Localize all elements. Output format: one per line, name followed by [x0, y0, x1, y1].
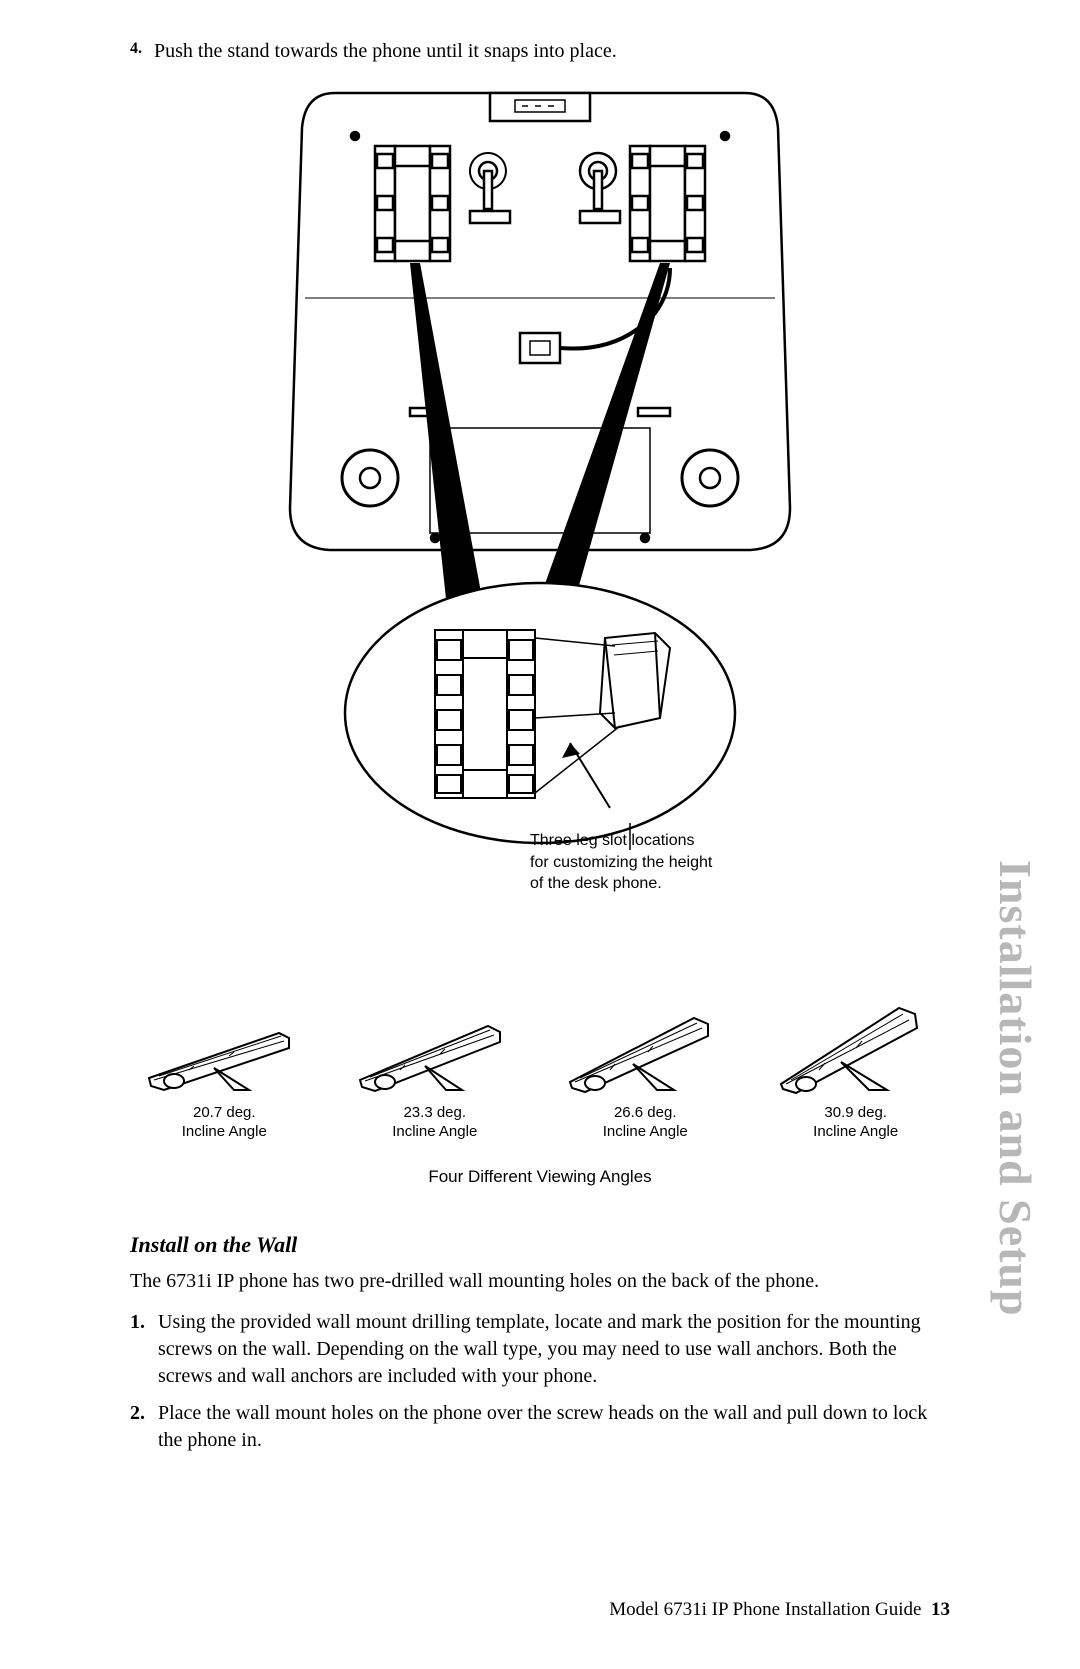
callout-line1: Three leg slot locations: [530, 830, 810, 852]
wall-install-heading: Install on the Wall: [130, 1232, 950, 1258]
step-4-number: 4.: [130, 40, 154, 63]
wall-step-2-text: Place the wall mount holes on the phone …: [158, 1400, 950, 1454]
phone-back-figure: [130, 78, 950, 888]
viewing-angles-row: 20.7 deg. Incline Angle 23.3 deg. Inclin…: [130, 978, 950, 1142]
wall-steps-list: 1. Using the provided wall mount drillin…: [130, 1309, 950, 1454]
step-4: 4. Push the stand towards the phone unti…: [130, 40, 950, 63]
callout-line2: for customizing the height: [530, 852, 810, 874]
wall-step-1-text: Using the provided wall mount drilling t…: [158, 1309, 950, 1390]
callout-line3: of the desk phone.: [530, 873, 810, 895]
angle-2-deg: 26.6 deg.: [603, 1104, 688, 1123]
angle-item-3: 30.9 deg. Incline Angle: [761, 978, 950, 1142]
page-footer: Model 6731i IP Phone Installation Guide …: [0, 1599, 1080, 1621]
wall-step-1: 1. Using the provided wall mount drillin…: [130, 1309, 950, 1390]
angle-item-2: 26.6 deg. Incline Angle: [551, 978, 740, 1142]
angle-1-deg: 23.3 deg.: [392, 1104, 477, 1123]
step-4-text: Push the stand towards the phone until i…: [154, 40, 950, 63]
angle-item-0: 20.7 deg. Incline Angle: [130, 978, 319, 1142]
wall-step-2: 2. Place the wall mount holes on the pho…: [130, 1400, 950, 1454]
wall-step-1-num: 1.: [130, 1309, 158, 1390]
angle-2-label: Incline Angle: [603, 1123, 688, 1142]
angle-3-deg: 30.9 deg.: [813, 1104, 898, 1123]
wall-step-2-num: 2.: [130, 1400, 158, 1454]
slot-callout: Three leg slot locations for customizing…: [530, 830, 810, 895]
angle-3-label: Incline Angle: [813, 1123, 898, 1142]
angles-title: Four Different Viewing Angles: [130, 1167, 950, 1187]
footer-page: 13: [931, 1599, 950, 1620]
angle-0-deg: 20.7 deg.: [182, 1104, 267, 1123]
section-side-title: Installation and Setup: [989, 860, 1042, 1317]
footer-title: Model 6731i IP Phone Installation Guide: [609, 1599, 921, 1620]
angle-1-label: Incline Angle: [392, 1123, 477, 1142]
angle-item-1: 23.3 deg. Incline Angle: [340, 978, 529, 1142]
wall-intro: The 6731i IP phone has two pre-drilled w…: [130, 1268, 950, 1295]
angle-0-label: Incline Angle: [182, 1123, 267, 1142]
